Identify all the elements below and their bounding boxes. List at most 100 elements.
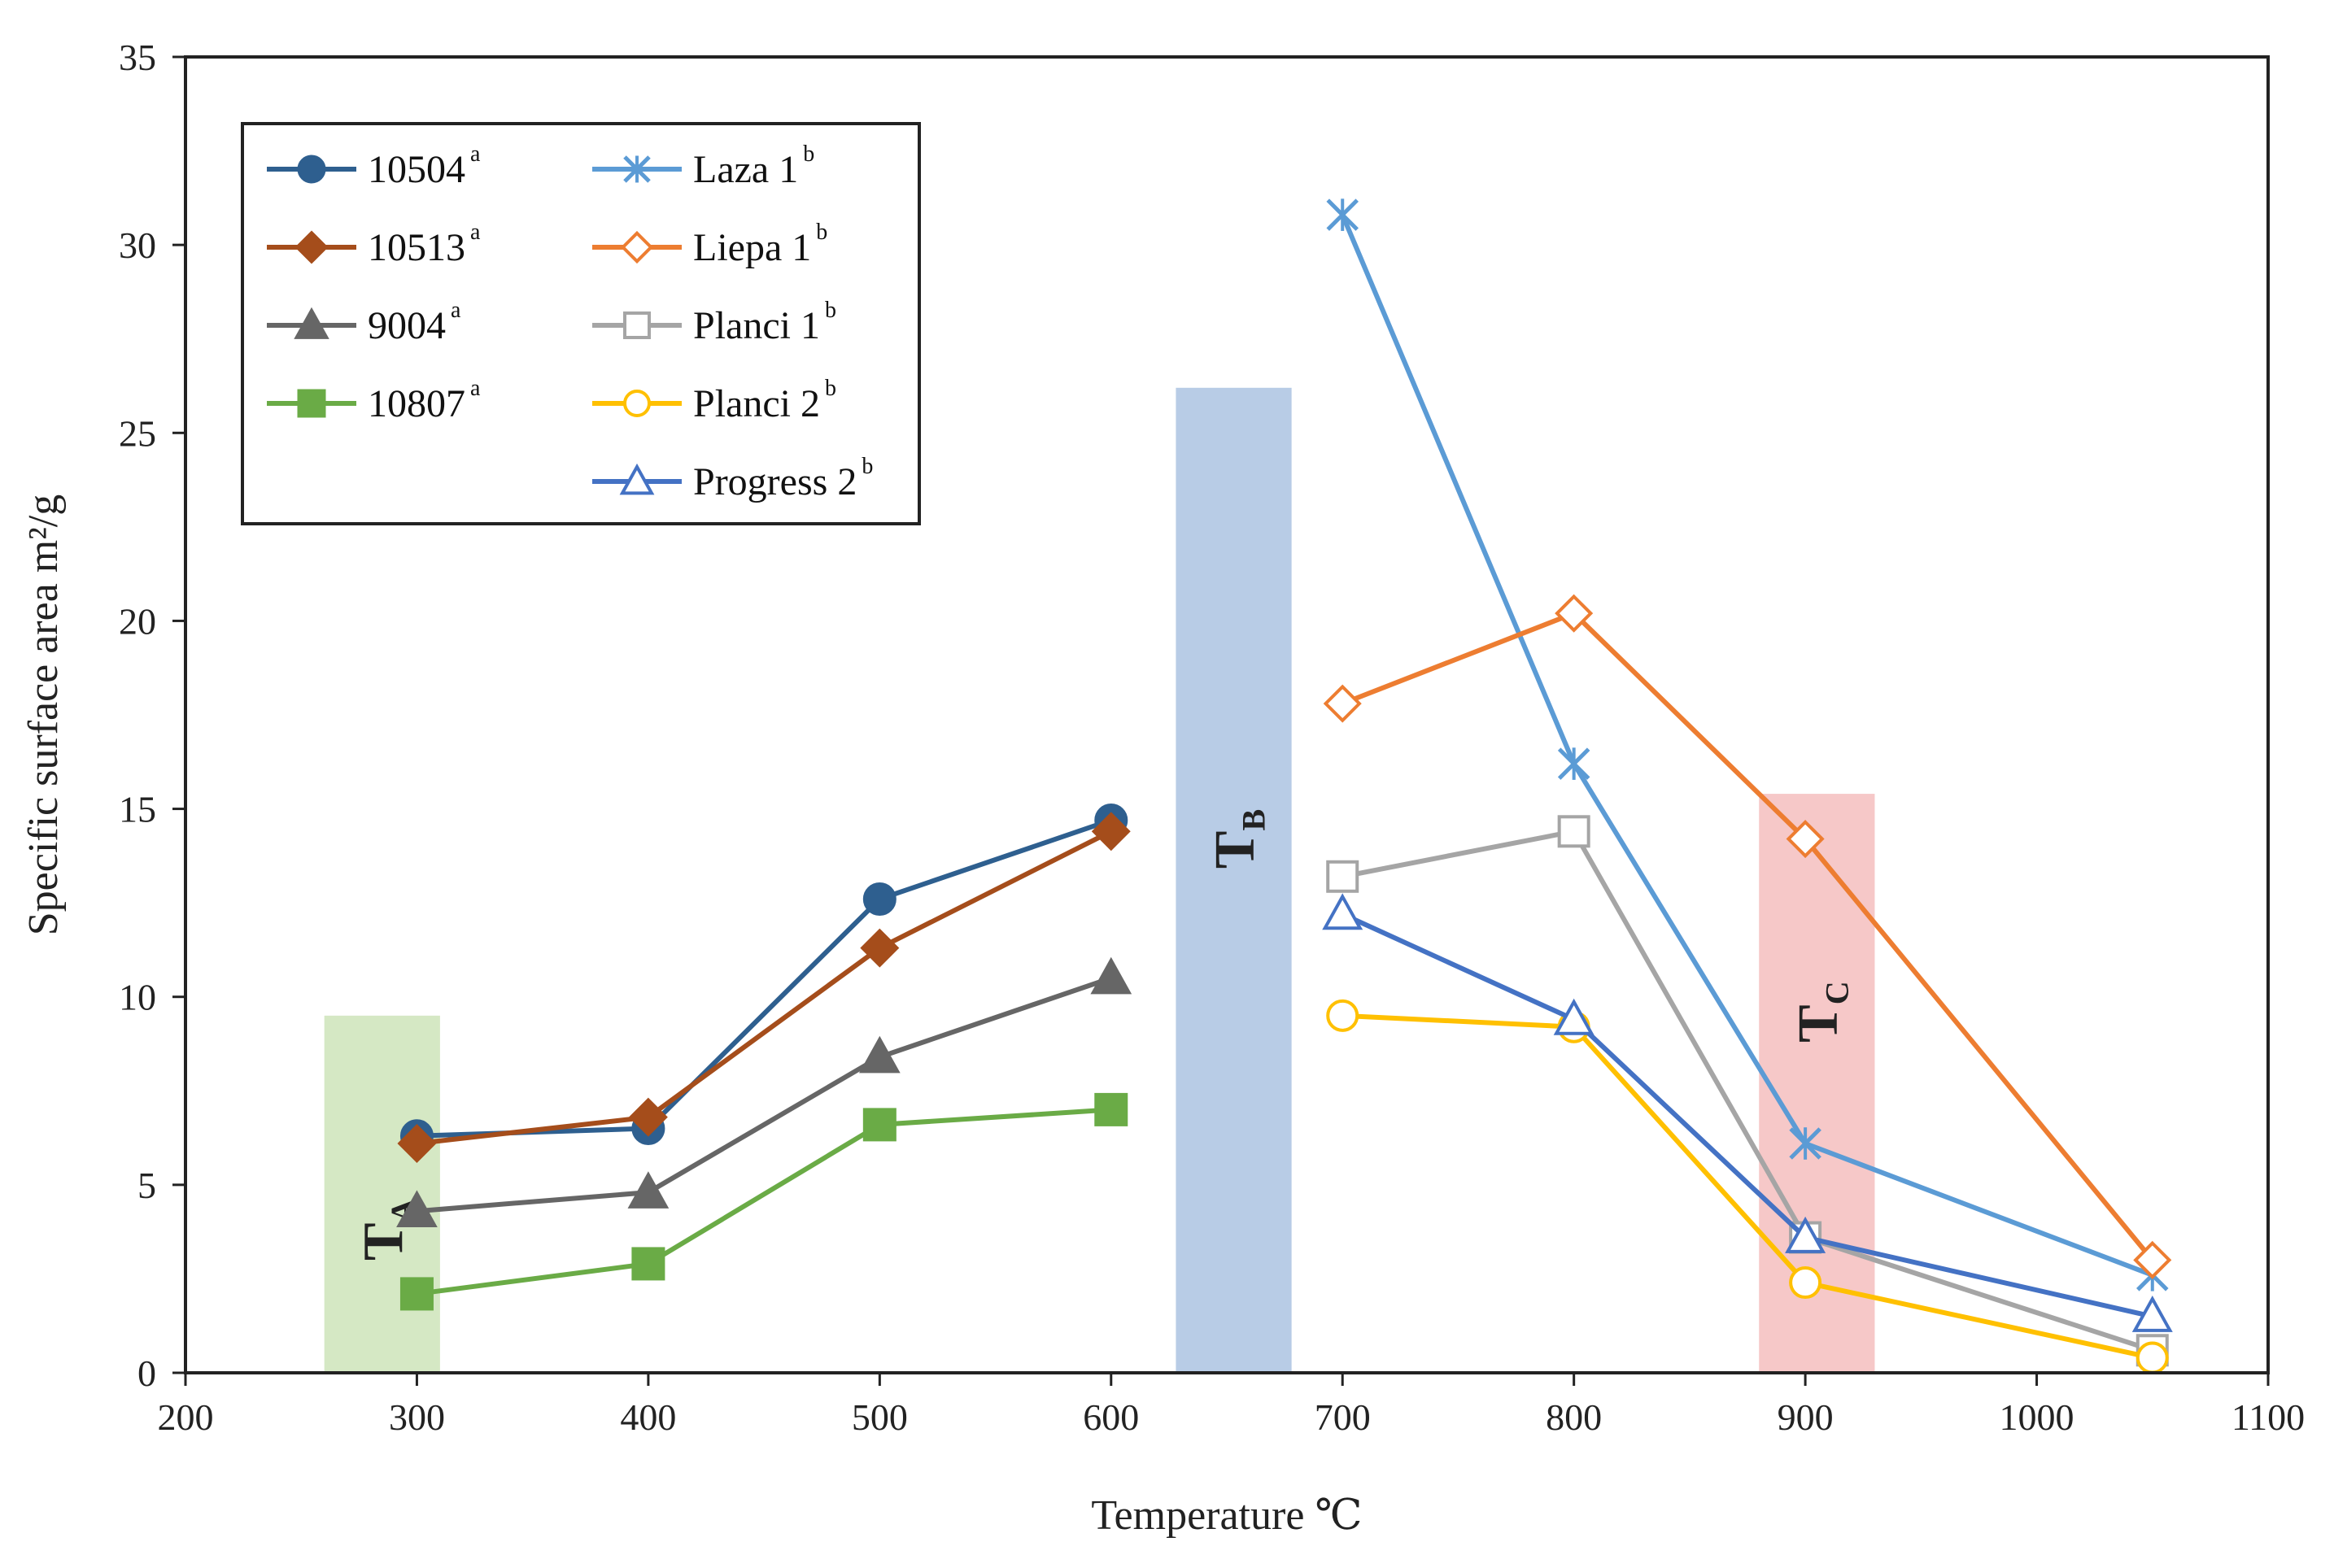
legend-marker <box>294 230 329 264</box>
x-tick-label: 300 <box>389 1396 445 1438</box>
plot-frame <box>184 55 2270 1374</box>
series-10513 <box>397 812 1131 1163</box>
data-point-10807 <box>399 1277 434 1311</box>
x-tick-label: 800 <box>1546 1396 1602 1438</box>
data-point-planci-2 <box>2136 1341 2169 1374</box>
x-tick-label: 600 <box>1083 1396 1139 1438</box>
legend-item-10504: 10504 a <box>267 142 481 191</box>
legend: 10504 a 10513 a 9004 a 10807 a Laza 1 b Liepa 1 b Pl… <box>241 122 921 525</box>
legend-label: 10807 a <box>368 376 481 425</box>
legend-item-10513: 10513 a <box>267 220 481 269</box>
series-line-progress-2 <box>1341 912 2153 1319</box>
data-point-liepa-1 <box>1786 820 1825 859</box>
legend-marker <box>297 155 326 184</box>
series-lines <box>396 198 2173 1374</box>
x-tick-label: 500 <box>852 1396 908 1438</box>
band-b <box>1176 387 1292 1374</box>
band-label-c: TC <box>1786 981 1855 1043</box>
x-tick-label: 1100 <box>2231 1396 2305 1438</box>
series-line-10807 <box>417 1107 1111 1296</box>
data-point-9004 <box>396 1190 438 1227</box>
y-tick-label: 5 <box>137 1165 156 1206</box>
series-10504 <box>399 803 1128 1153</box>
band-label-b: TB <box>1204 809 1272 869</box>
x-axis-title: Temperature ℃ <box>1091 1492 1362 1539</box>
series-line-laza-1 <box>1340 213 2153 1278</box>
legend-marker <box>297 389 326 418</box>
data-point-10807 <box>862 1108 897 1142</box>
data-point-10513 <box>628 1097 668 1137</box>
series-progress-2 <box>1322 893 2173 1332</box>
y-tick-label: 10 <box>119 977 156 1018</box>
data-point-9004 <box>858 1035 901 1074</box>
data-point-planci-2 <box>1789 1266 1822 1300</box>
x-tick-label: 900 <box>1778 1396 1834 1438</box>
data-point-10513 <box>860 928 900 968</box>
x-tick-label: 700 <box>1315 1396 1371 1438</box>
data-point-laza-1 <box>1789 1127 1821 1160</box>
x-tick-label: 400 <box>620 1396 676 1438</box>
band-a <box>324 1015 440 1373</box>
series-9004 <box>396 956 1132 1227</box>
series-line-liepa-1 <box>1342 611 2155 1262</box>
data-point-progress-2 <box>2131 1295 2173 1332</box>
data-point-liepa-1 <box>2133 1240 2172 1279</box>
legend-marker <box>620 230 654 264</box>
legend-marker <box>623 155 651 183</box>
legend-marker <box>623 390 651 417</box>
y-tick-label: 20 <box>119 600 156 642</box>
data-point-10504 <box>862 882 897 917</box>
series-planci-1 <box>1326 815 2169 1367</box>
data-point-10513 <box>397 1124 437 1163</box>
series-planci-2 <box>1326 999 2169 1374</box>
axes: 200 300 400 500 600 700 800 900 1000 1100 0 5 10 15 20… <box>119 37 2305 1438</box>
legend-label: 10504 a <box>368 142 481 191</box>
data-point-progress-2 <box>1322 893 1363 930</box>
series-line-10513 <box>417 829 1113 1146</box>
legend-marker <box>619 463 655 495</box>
series-line-9004 <box>417 975 1112 1214</box>
series-10807 <box>399 1092 1128 1311</box>
y-tick-label: 15 <box>119 789 156 830</box>
data-point-planci-2 <box>1326 999 1359 1032</box>
y-tick-label: 0 <box>137 1352 156 1394</box>
series-liepa-1 <box>1323 594 2172 1279</box>
data-point-planci-1 <box>1326 860 1359 893</box>
y-tick-label: 25 <box>119 412 156 454</box>
series-line-planci-1 <box>1342 829 2153 1353</box>
data-point-10513 <box>1091 812 1131 852</box>
data-point-planci-1 <box>1557 815 1590 848</box>
x-tick-label: 200 <box>158 1396 214 1438</box>
legend-item-10807: 10807 a <box>267 376 481 425</box>
data-point-10807 <box>631 1247 665 1281</box>
data-point-9004 <box>1090 956 1132 995</box>
x-tick-label: 1000 <box>2000 1396 2074 1438</box>
data-point-9004 <box>627 1171 670 1209</box>
legend-marker <box>623 311 651 339</box>
data-point-progress-2 <box>1553 998 1595 1035</box>
data-point-liepa-1 <box>1555 594 1594 633</box>
legend-label: 9004 a <box>368 298 461 347</box>
series-line-planci-2 <box>1342 1013 2153 1361</box>
data-point-laza-1 <box>1557 747 1590 780</box>
data-point-10807 <box>1094 1092 1128 1126</box>
legend-item-9004: 9004 a <box>267 298 461 347</box>
data-point-laza-1 <box>1326 198 1359 231</box>
legend-marker <box>294 307 329 339</box>
legend-label: 10513 a <box>368 220 481 269</box>
data-point-liepa-1 <box>1323 684 1362 723</box>
data-point-progress-2 <box>1785 1216 1826 1253</box>
series-line-10504 <box>417 817 1112 1139</box>
